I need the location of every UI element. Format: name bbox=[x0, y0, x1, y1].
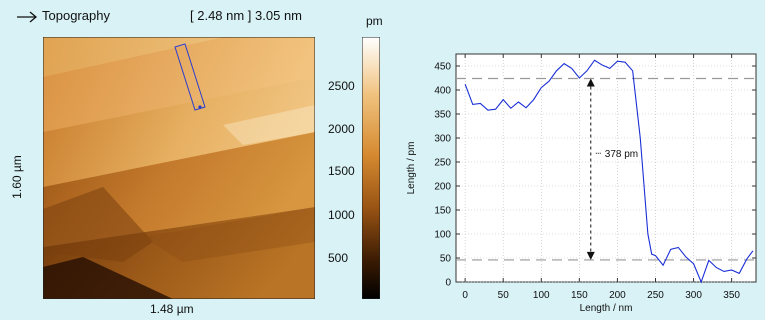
colorbar-tick-1500: 1500 bbox=[328, 164, 355, 178]
x-tick-label: 0 bbox=[462, 290, 468, 301]
x-tick-label: 200 bbox=[609, 290, 626, 301]
colorbar-unit: pm bbox=[366, 14, 383, 28]
y-tick-label: 0 bbox=[445, 278, 451, 289]
colorbar-tick-2000: 2000 bbox=[328, 122, 355, 136]
y-tick-label: 450 bbox=[434, 62, 451, 73]
colorbar-tick-500: 500 bbox=[328, 251, 349, 265]
x-tick-label: 350 bbox=[723, 290, 740, 301]
x-tick-label: 150 bbox=[571, 290, 588, 301]
image-height-label: 1.60 µm bbox=[10, 155, 24, 199]
y-axis-label: Length / pm bbox=[406, 142, 417, 195]
x-tick-label: 250 bbox=[647, 290, 664, 301]
image-width-label: 1.48 µm bbox=[150, 302, 194, 316]
height-profile-chart[interactable]: 0 50 100 150 200 250 300 350 0 50 100 150 200 250 300 3… bbox=[378, 40, 765, 320]
y-tick-label: 250 bbox=[434, 158, 451, 169]
color-scale-bar bbox=[362, 37, 380, 299]
x-tick-label: 100 bbox=[533, 290, 550, 301]
y-tick-label: 400 bbox=[434, 86, 451, 97]
topography-image[interactable] bbox=[43, 37, 315, 299]
measure-arrow-up bbox=[586, 78, 595, 87]
scale-range: [ 2.48 nm ] 3.05 nm bbox=[190, 8, 303, 23]
line-profile-marker[interactable] bbox=[174, 43, 206, 111]
colorbar-tick-2500: 2500 bbox=[328, 79, 355, 93]
x-tick-label: 300 bbox=[685, 290, 702, 301]
height-annotation: 378 pm bbox=[605, 149, 638, 160]
y-tick-label: 100 bbox=[434, 230, 451, 241]
y-tick-label: 300 bbox=[434, 134, 451, 145]
y-tick-label: 200 bbox=[434, 182, 451, 193]
x-tick-label: 50 bbox=[498, 290, 510, 301]
channel-title: Topography bbox=[42, 8, 110, 23]
profile-line bbox=[464, 59, 754, 284]
plot-area bbox=[455, 53, 757, 283]
arrow-right-icon bbox=[17, 11, 38, 23]
y-tick-label: 150 bbox=[434, 206, 451, 217]
y-tick-label: 350 bbox=[434, 110, 451, 121]
y-tick-label: 50 bbox=[440, 254, 452, 265]
measure-arrow-down bbox=[586, 251, 595, 260]
x-axis-label: Length / nm bbox=[580, 303, 633, 314]
colorbar-tick-1000: 1000 bbox=[328, 208, 355, 222]
